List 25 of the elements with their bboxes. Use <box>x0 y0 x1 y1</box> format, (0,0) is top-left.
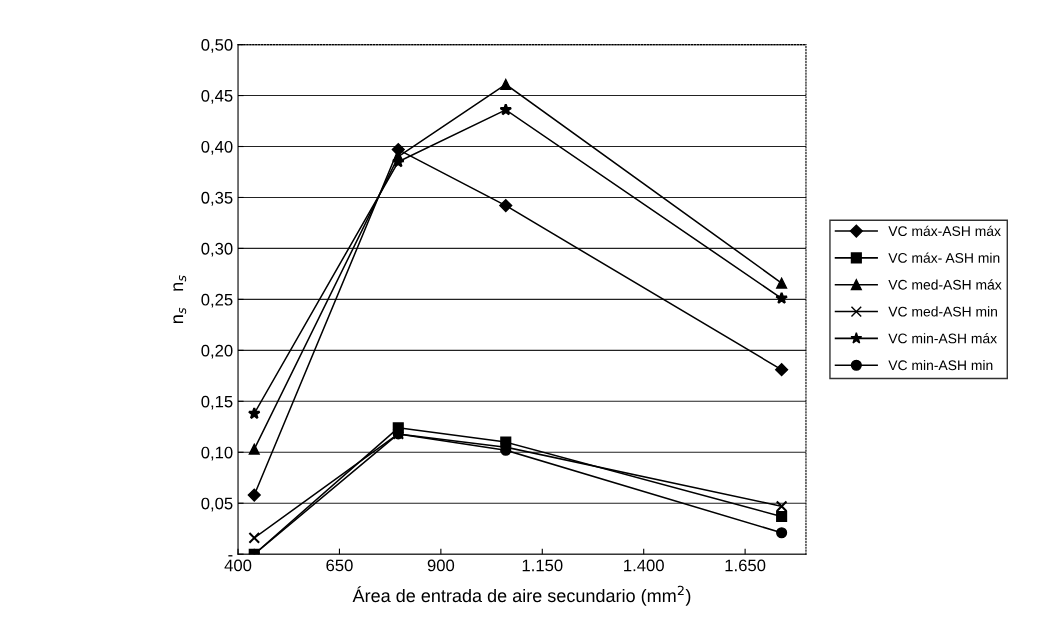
y-tick-label: 0,10 <box>201 446 233 461</box>
y-tick-label: 0,25 <box>201 293 233 308</box>
legend-label: VC máx-ASH máx <box>888 225 1001 237</box>
x-tick-label: 1.650 <box>725 559 766 572</box>
x-tick-label: 1.400 <box>624 559 664 572</box>
x-tick-label: 900 <box>427 559 455 572</box>
y-tick-label: 0,30 <box>201 242 233 257</box>
legend-label: VC med-ASH máx <box>888 279 1002 290</box>
x-tick-label: 400 <box>224 559 252 572</box>
y-tick-label: 0,05 <box>201 497 233 512</box>
y-tick-label: 0,50 <box>201 38 233 53</box>
x-axis-title: Área de entrada de aire secundario (mm$^{2}$) <box>352 585 691 606</box>
y-tick-label: 0,40 <box>201 140 233 155</box>
y-tick-label: - <box>228 555 233 557</box>
x-tick-label: 1.150 <box>522 559 563 572</box>
y-tick-label: 0,20 <box>201 344 233 359</box>
legend-label: VC med-ASH min <box>888 306 997 317</box>
text: n$_{s}$ n$_{s}$ <box>173 275 187 324</box>
y-tick-label: 0,45 <box>201 89 233 104</box>
x-tick-label: 650 <box>326 559 353 572</box>
legend-label: VC min-ASH máx <box>888 333 997 344</box>
legend-label: VC máx- ASH min <box>888 252 1000 263</box>
y-tick-label: 0,35 <box>201 191 233 206</box>
legend-label: VC min-ASH min <box>888 360 993 371</box>
y-tick-label: 0,15 <box>201 395 233 410</box>
